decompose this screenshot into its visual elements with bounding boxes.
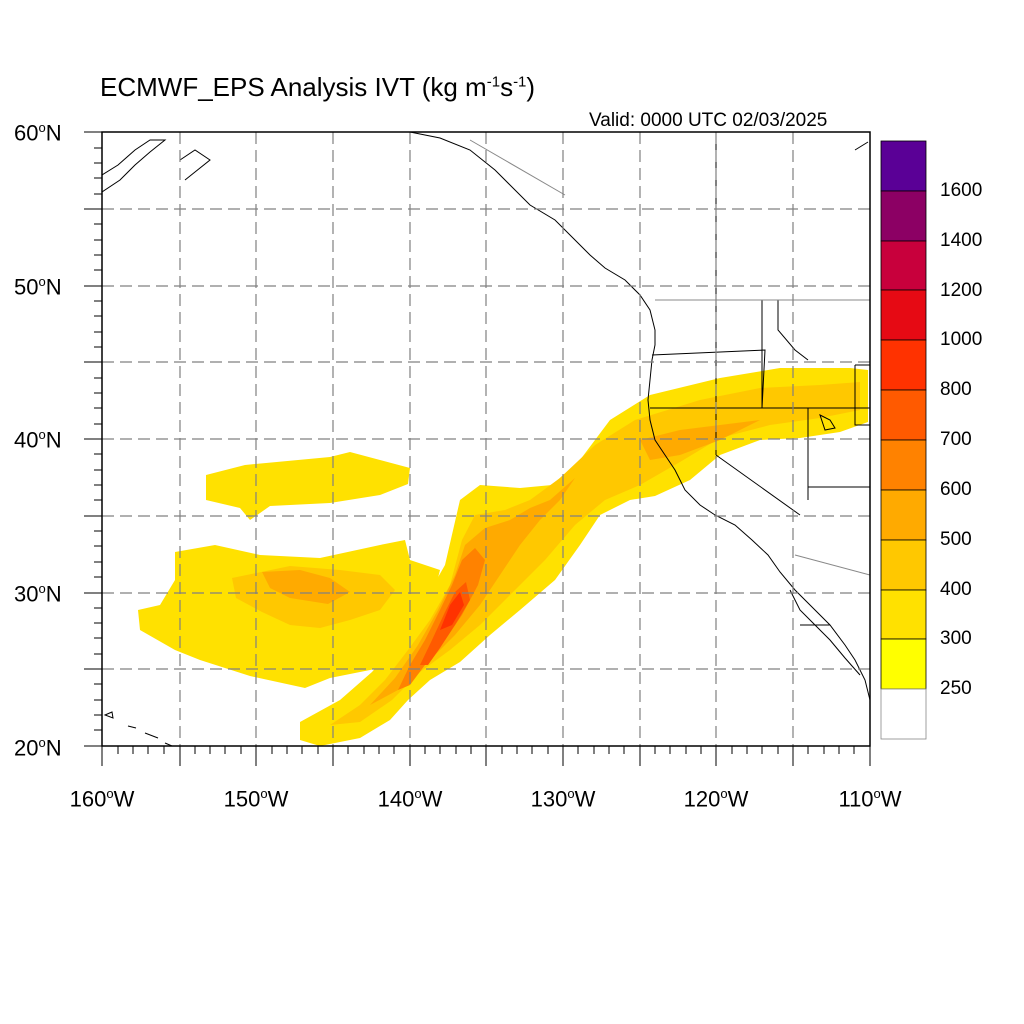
lat-label-60: 60oN [14, 120, 62, 146]
colorbar-label-250: 250 [940, 678, 972, 699]
colorbar-box-800 [880, 339, 927, 391]
lon-label-130w: 130oW [530, 786, 596, 812]
colorbar-box-below [880, 688, 927, 740]
colorbar-label-400: 400 [940, 579, 972, 600]
valid-time: Valid: 0000 UTC 02/03/2025 [589, 110, 828, 131]
colorbar-box-700 [880, 389, 927, 441]
colorbar-box-300 [880, 589, 927, 640]
colorbar-box-500 [880, 489, 927, 541]
lat-label-50: 50oN [14, 274, 62, 300]
lon-label-150w: 150oW [223, 786, 289, 812]
colorbar-box-1200 [880, 240, 927, 291]
colorbar-box-1400 [880, 190, 927, 242]
ivt-field [138, 368, 868, 746]
lat-label-40: 40oN [14, 427, 62, 453]
colorbar-label-1000: 1000 [940, 329, 983, 350]
lat-label-20: 20oN [14, 735, 62, 761]
colorbar-box-400 [880, 539, 927, 591]
colorbar-box-600 [880, 439, 927, 491]
graticule [102, 132, 870, 746]
colorbar-label-1200: 1200 [940, 280, 983, 301]
colorbar-label-300: 300 [940, 628, 972, 649]
lat-label-30: 30oN [14, 581, 62, 607]
colorbar-label-800: 800 [940, 379, 972, 400]
axis-ticks [84, 131, 871, 766]
lon-label-110w: 110oW [838, 786, 902, 812]
colorbar-label-600: 600 [940, 479, 972, 500]
colorbar-box-1600-plus [880, 140, 927, 192]
colorbar-box-1000 [880, 289, 927, 341]
colorbar-label-1400: 1400 [940, 230, 983, 251]
colorbar-label-500: 500 [940, 529, 972, 550]
colorbar-box-250 [880, 638, 927, 690]
minor-ticks [94, 147, 855, 754]
lon-label-160w: 160oW [69, 786, 135, 812]
colorbar [880, 140, 927, 740]
political-borders [469, 132, 870, 626]
colorbar-label-1600: 1600 [940, 180, 983, 201]
lon-label-120w: 120oW [683, 786, 749, 812]
colorbar-label-700: 700 [940, 429, 972, 450]
lon-label-140w: 140oW [377, 786, 443, 812]
map-title: ECMWF_EPS Analysis IVT (kg m-1s-1) [100, 72, 536, 102]
